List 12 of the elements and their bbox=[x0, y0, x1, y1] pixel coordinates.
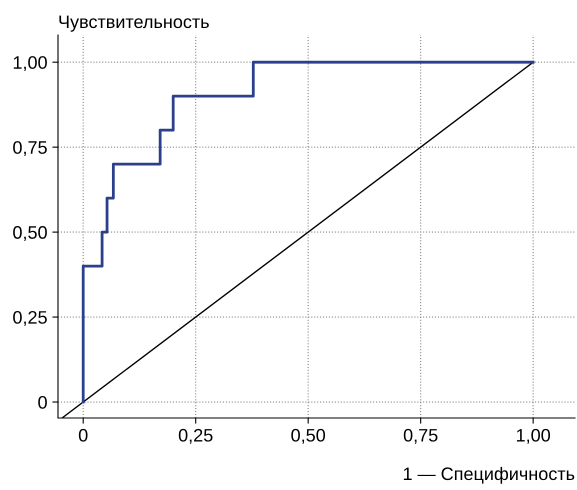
x-tick-label: 0 bbox=[78, 428, 88, 442]
y-tick-label: 0 bbox=[38, 396, 47, 409]
x-axis-title: 1 — Специфичность bbox=[404, 466, 574, 484]
y-tick-label: 0,50 bbox=[13, 226, 47, 241]
x-tick-label: 0,75 bbox=[404, 428, 438, 444]
x-tick-label: 0,50 bbox=[291, 428, 326, 444]
y-axis-title: Чувствительность bbox=[59, 16, 209, 32]
x-tick-label: 0,25 bbox=[178, 428, 212, 444]
y-tick-label: 1,00 bbox=[14, 56, 47, 72]
x-tick-label: 1,00 bbox=[516, 428, 550, 444]
y-tick-label: 0,25 bbox=[13, 311, 47, 326]
y-tick-label: 0,75 bbox=[13, 141, 47, 156]
